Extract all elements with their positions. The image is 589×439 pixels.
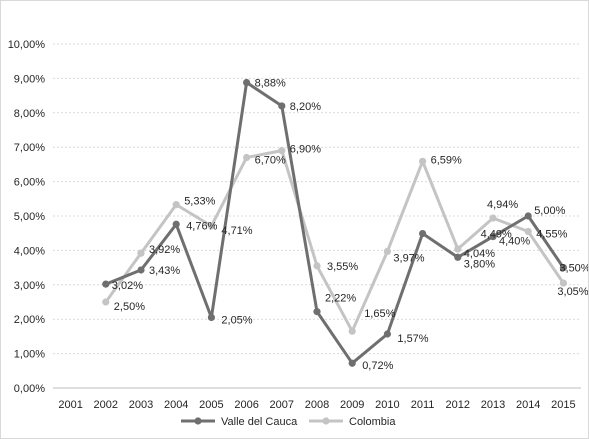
y-tick-label: 3,00%	[14, 280, 45, 292]
data-point	[102, 298, 110, 306]
data-label: 0,72%	[362, 360, 393, 372]
x-axis-tick-labels: 2001 2002 2003 2004 2005 2006 2007 2008 2009 2010…	[58, 399, 575, 411]
series-points	[102, 78, 568, 367]
data-label: 5,00%	[534, 205, 565, 217]
data-label: 3,92%	[149, 244, 180, 256]
data-label: 6,70%	[255, 155, 286, 167]
data-point	[348, 359, 356, 367]
data-label: 6,90%	[290, 144, 321, 156]
data-label: 6,59%	[431, 154, 462, 166]
data-point	[278, 147, 286, 155]
data-point	[313, 262, 321, 270]
data-label: 3,05%	[557, 286, 588, 298]
y-tick-label: 4,00%	[14, 245, 45, 257]
data-point	[383, 330, 391, 338]
series-lines	[104, 81, 565, 365]
data-label: 4,04%	[464, 248, 495, 260]
data-point	[419, 229, 427, 238]
data-point	[489, 233, 497, 241]
x-tick-label: 2005	[199, 399, 223, 411]
x-tick-label: 2011	[411, 399, 435, 411]
x-tick-label: 2007	[270, 399, 294, 411]
data-point	[524, 227, 532, 236]
gridlines	[53, 43, 581, 389]
legend-label: Valle del Cauca	[221, 416, 298, 428]
y-tick-label: 9,00%	[14, 73, 45, 85]
y-tick-label: 10,00%	[8, 39, 46, 51]
data-point	[559, 264, 568, 272]
data-point	[524, 212, 532, 220]
y-axis-tick-labels: 0,00% 1,00% 2,00% 3,00% 4,00% 5,00% 6,00% 7,00%…	[8, 39, 46, 395]
data-labels: 3,02% 3,43% 4,76% 2,05% 8,88% 8,20% 0,72% 1,57%…	[112, 78, 588, 373]
data-label: 4,55%	[536, 228, 567, 240]
data-point	[454, 245, 462, 253]
data-point	[489, 214, 497, 222]
x-tick-label: 2001	[58, 399, 82, 411]
data-point	[313, 308, 321, 316]
data-point	[172, 201, 180, 209]
x-tick-label: 2009	[340, 399, 364, 411]
data-point	[137, 266, 145, 274]
legend-marker	[322, 417, 330, 425]
data-point	[243, 153, 251, 162]
data-label: 3,55%	[327, 261, 358, 273]
y-tick-label: 6,00%	[14, 177, 45, 189]
y-tick-label: 8,00%	[14, 108, 45, 120]
series-line-0	[105, 81, 565, 365]
x-tick-label: 2014	[516, 399, 540, 411]
data-point	[207, 313, 215, 322]
data-label: 3,02%	[112, 280, 143, 292]
x-tick-label: 2015	[551, 399, 575, 411]
data-label: 1,65%	[364, 308, 395, 320]
y-tick-label: 0,00%	[14, 383, 45, 395]
data-label: 1,57%	[397, 333, 428, 345]
data-label: 3,97%	[393, 252, 424, 264]
data-label: 3,80%	[464, 258, 495, 270]
data-label: 3,50%	[559, 263, 588, 275]
data-point	[419, 157, 427, 165]
data-point	[137, 249, 145, 257]
data-label: 8,20%	[290, 101, 321, 113]
data-point	[559, 279, 568, 287]
data-label: 2,05%	[221, 314, 252, 326]
data-label: 4,49%	[481, 229, 512, 241]
data-label: 4,94%	[487, 199, 518, 211]
legend-label: Colombia	[349, 416, 396, 428]
data-label: 2,50%	[114, 301, 145, 313]
data-point	[348, 327, 356, 335]
x-tick-label: 2003	[129, 399, 153, 411]
data-label: 4,71%	[221, 225, 252, 237]
data-label: 2,22%	[325, 293, 356, 305]
x-tick-label: 2004	[164, 399, 188, 411]
data-point	[278, 102, 286, 110]
y-tick-label: 7,00%	[14, 142, 45, 154]
legend-marker	[194, 417, 202, 425]
data-label: 3,43%	[149, 265, 180, 277]
x-tick-label: 2012	[446, 399, 470, 411]
data-label: 8,88%	[255, 78, 286, 90]
x-tick-label: 2006	[234, 399, 258, 411]
data-label: 4,76%	[186, 220, 217, 232]
data-label: 5,33%	[184, 196, 215, 208]
data-point	[383, 247, 391, 256]
data-point	[454, 253, 462, 261]
y-tick-label: 2,00%	[14, 314, 45, 326]
data-point	[102, 280, 110, 288]
x-tick-label: 2013	[481, 399, 505, 411]
y-tick-label: 1,00%	[14, 349, 45, 361]
legend: Valle del Cauca Colombia	[181, 416, 396, 428]
x-tick-label: 2008	[305, 399, 329, 411]
series-line-1	[104, 149, 565, 333]
data-point	[243, 78, 251, 87]
data-label: 4,40%	[499, 236, 530, 248]
data-point	[207, 222, 215, 230]
x-tick-label: 2010	[375, 399, 399, 411]
x-tick-label: 2002	[94, 399, 118, 411]
data-point	[172, 220, 180, 228]
y-tick-label: 5,00%	[14, 211, 45, 223]
